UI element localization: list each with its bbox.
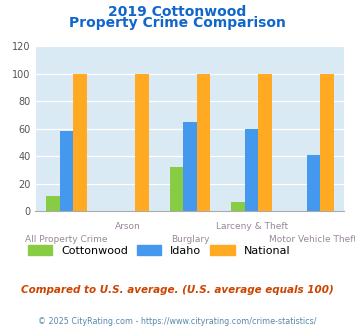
Text: Burglary: Burglary <box>171 235 209 244</box>
Bar <box>170 167 183 211</box>
Bar <box>197 74 210 211</box>
Bar <box>231 202 245 211</box>
Text: © 2025 CityRating.com - https://www.cityrating.com/crime-statistics/: © 2025 CityRating.com - https://www.city… <box>38 317 317 326</box>
Text: Compared to U.S. average. (U.S. average equals 100): Compared to U.S. average. (U.S. average … <box>21 285 334 295</box>
Legend: Cottonwood, Idaho, National: Cottonwood, Idaho, National <box>23 241 295 260</box>
Text: All Property Crime: All Property Crime <box>25 235 108 244</box>
Text: 2019 Cottonwood: 2019 Cottonwood <box>108 5 247 19</box>
Bar <box>46 196 60 211</box>
Bar <box>73 74 87 211</box>
Bar <box>183 122 197 211</box>
Text: Motor Vehicle Theft: Motor Vehicle Theft <box>269 235 355 244</box>
Text: Arson: Arson <box>115 222 141 231</box>
Bar <box>60 131 73 211</box>
Text: Larceny & Theft: Larceny & Theft <box>215 222 288 231</box>
Bar <box>245 129 258 211</box>
Bar <box>258 74 272 211</box>
Text: Property Crime Comparison: Property Crime Comparison <box>69 16 286 30</box>
Bar <box>320 74 334 211</box>
Bar <box>307 155 320 211</box>
Bar <box>135 74 148 211</box>
